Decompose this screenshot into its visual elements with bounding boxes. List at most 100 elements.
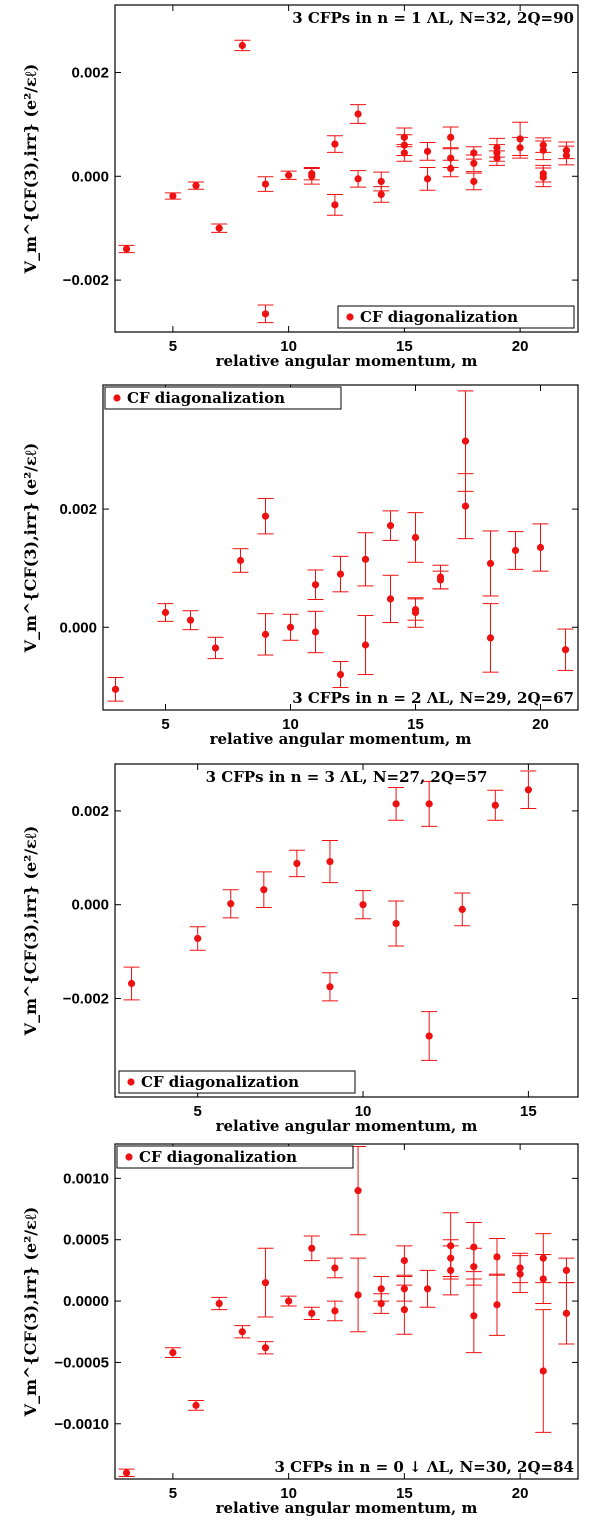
data-point — [373, 186, 390, 203]
marker — [293, 859, 301, 868]
marker — [260, 886, 268, 894]
marker — [470, 1312, 478, 1320]
marker — [470, 1263, 478, 1271]
marker — [308, 1244, 316, 1252]
marker — [331, 1307, 339, 1315]
marker — [211, 644, 220, 652]
panel-title: 3 CFPs in n = 1 ΛL, N=32, 2Q=90 — [292, 9, 574, 27]
x-tick-label: 20 — [512, 338, 529, 355]
x-tick-label: 15 — [396, 1485, 413, 1502]
data-point — [307, 610, 324, 654]
data-point — [357, 614, 374, 676]
legend-label: CF diagonalization — [141, 1073, 299, 1091]
data-point — [407, 512, 424, 563]
legend: CF diagonalization — [118, 1070, 356, 1094]
marker — [261, 180, 270, 188]
marker — [562, 1266, 571, 1274]
data-point — [355, 890, 372, 920]
marker — [261, 630, 270, 638]
data-point — [257, 1341, 274, 1355]
data-point — [532, 523, 549, 572]
y-tick-label: −0.002 — [63, 272, 109, 289]
y-axis-label: V_m^{CF(3),irr} (e²/εℓ) — [21, 1207, 40, 1418]
data-point — [164, 192, 181, 200]
x-tick-label: 10 — [280, 1485, 297, 1502]
data-point — [482, 603, 499, 673]
plot-frame — [114, 763, 579, 1098]
legend-label: CF diagonalization — [139, 1148, 297, 1166]
legend: CF diagonalization — [116, 1145, 354, 1169]
data-point — [488, 1273, 505, 1336]
marker — [377, 177, 385, 186]
data-point — [157, 603, 174, 622]
plot-frame — [114, 1143, 579, 1480]
marker — [361, 641, 370, 649]
data-point — [282, 613, 299, 641]
data-point — [457, 473, 474, 540]
marker — [539, 1367, 547, 1375]
marker — [285, 171, 293, 179]
marker — [447, 164, 455, 173]
x-tick-label: 10 — [282, 716, 299, 733]
data-point — [465, 1247, 482, 1286]
marker — [423, 147, 432, 155]
data-point — [488, 150, 505, 166]
data-point — [465, 1278, 482, 1354]
y-tick-label: −0.0010 — [54, 1416, 109, 1433]
data-point — [396, 1245, 413, 1276]
data-point — [558, 1282, 575, 1345]
data-point — [303, 168, 320, 185]
x-axis-label: relative angular momentum, m — [210, 730, 472, 748]
data-point — [326, 1300, 343, 1322]
marker — [169, 192, 177, 200]
marker — [539, 146, 547, 154]
marker — [261, 512, 270, 520]
legend-box — [118, 1070, 356, 1094]
marker — [562, 1309, 571, 1317]
marker — [186, 616, 195, 624]
y-tick-label: 0.002 — [71, 803, 109, 820]
data-point — [188, 1399, 205, 1411]
data-point — [303, 1235, 320, 1262]
marker — [336, 670, 345, 679]
marker — [436, 573, 445, 581]
data-point — [419, 1269, 436, 1308]
marker — [331, 201, 339, 209]
marker — [386, 595, 395, 603]
chart-panel-n2: 5 10 15 20 0.000 0.002 relative angular moment… — [21, 384, 579, 748]
data-point — [454, 892, 471, 927]
data-point — [211, 1296, 228, 1311]
data-point — [326, 193, 343, 216]
data-point — [512, 1255, 529, 1293]
data-point — [535, 140, 552, 161]
data-point — [396, 1284, 413, 1335]
data-point — [507, 531, 524, 570]
legend: CF diagonalization — [104, 386, 342, 410]
marker — [458, 905, 466, 913]
data-point — [326, 135, 343, 153]
marker — [227, 900, 235, 908]
data-point — [558, 145, 575, 166]
data-point — [321, 839, 338, 884]
marker — [423, 175, 432, 183]
data-point — [257, 176, 274, 192]
x-tick-label: 15 — [520, 1103, 537, 1120]
y-tick-label: 0.0000 — [63, 1293, 109, 1310]
marker — [486, 634, 495, 642]
marker — [524, 786, 532, 794]
marker — [386, 522, 395, 530]
marker — [539, 173, 547, 181]
data-point — [465, 172, 482, 191]
y-tick-label: 0.0005 — [63, 1232, 109, 1249]
y-tick-label: 0.002 — [71, 64, 109, 81]
marker — [331, 1264, 339, 1272]
marker — [411, 533, 420, 542]
y-axis-label: V_m^{CF(3),irr} (e²/εℓ) — [21, 443, 40, 654]
data-point — [512, 136, 529, 159]
x-tick-label: 15 — [407, 716, 424, 733]
marker — [361, 555, 370, 563]
data-point — [442, 1245, 459, 1296]
marker — [308, 172, 316, 180]
x-axis-label: relative angular momentum, m — [216, 1117, 478, 1135]
